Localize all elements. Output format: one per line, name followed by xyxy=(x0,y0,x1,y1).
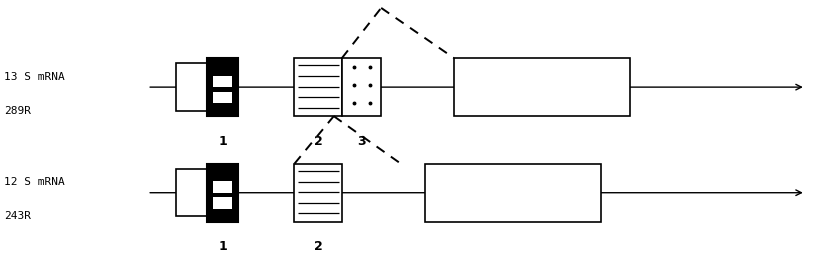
Bar xyxy=(454,58,630,116)
Text: 3: 3 xyxy=(357,135,366,148)
Bar xyxy=(213,181,231,193)
Text: 1: 1 xyxy=(218,135,227,148)
Text: 2: 2 xyxy=(314,240,322,253)
Text: 2: 2 xyxy=(314,135,322,148)
Bar xyxy=(294,58,342,116)
Text: 1: 1 xyxy=(218,240,227,253)
Text: 13 S mRNA: 13 S mRNA xyxy=(4,72,65,82)
Bar xyxy=(213,197,231,209)
Text: 289R: 289R xyxy=(4,106,31,116)
Bar xyxy=(213,76,231,87)
Bar xyxy=(425,164,601,222)
Text: 243R: 243R xyxy=(4,211,31,221)
Bar xyxy=(294,164,342,222)
Bar xyxy=(176,63,207,111)
Bar xyxy=(207,58,238,116)
Bar xyxy=(176,169,207,216)
Bar xyxy=(213,92,231,103)
Bar xyxy=(207,164,238,222)
Bar xyxy=(342,58,381,116)
Text: 12 S mRNA: 12 S mRNA xyxy=(4,177,65,187)
